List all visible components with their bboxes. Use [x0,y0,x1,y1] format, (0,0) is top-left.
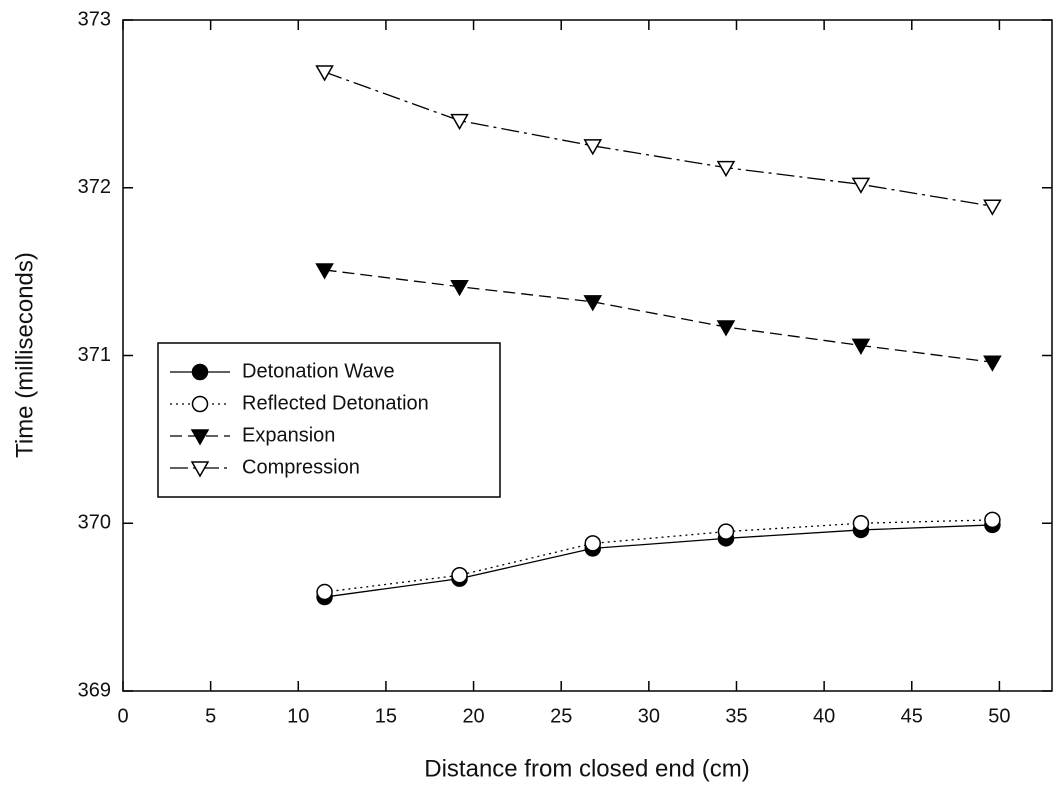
marker [190,461,210,478]
y-tick-label: 369 [78,679,111,701]
marker [984,511,1001,529]
marker [451,567,468,584]
x-tick-label: 30 [638,705,660,727]
x-tick-label: 35 [725,705,747,727]
marker [316,583,333,601]
marker [450,279,469,297]
legend-label: Detonation Wave [242,360,395,382]
y-tick-label: 370 [78,512,111,534]
y-tick-label: 372 [78,176,111,198]
marker [716,160,736,178]
marker [583,139,603,156]
marker [315,65,334,82]
marker [983,355,1002,372]
legend-label: Reflected Detonation [242,392,429,414]
legend-label: Compression [242,456,360,478]
y-axis-label: Time (milliseconds) [11,252,38,458]
marker [716,320,736,337]
series-line [324,71,993,207]
legend-label: Expansion [242,424,335,446]
marker [191,363,209,381]
marker [450,113,469,131]
x-tick-label: 45 [901,705,923,727]
marker [584,535,602,552]
marker [315,263,334,280]
series-line [324,524,993,598]
marker [852,515,870,532]
y-tick-label: 371 [78,344,111,366]
series-line [324,269,993,363]
marker [190,429,210,446]
x-tick-label: 20 [462,705,484,727]
marker [191,395,209,413]
marker [717,523,735,540]
series-line [324,519,993,593]
x-tick-label: 0 [117,705,128,727]
marker [983,199,1002,216]
x-tick-label: 10 [287,705,309,727]
y-tick-label: 373 [78,8,111,30]
marker [583,295,603,312]
x-tick-label: 40 [813,705,835,727]
x-tick-label: 25 [550,705,572,727]
legend-box [157,342,501,498]
x-tick-label: 50 [988,705,1010,727]
marker [851,177,871,194]
marker [851,338,871,355]
x-axis-label: Distance from closed end (cm) [424,755,749,782]
x-tick-label: 5 [205,705,216,727]
x-tick-label: 15 [375,705,397,727]
